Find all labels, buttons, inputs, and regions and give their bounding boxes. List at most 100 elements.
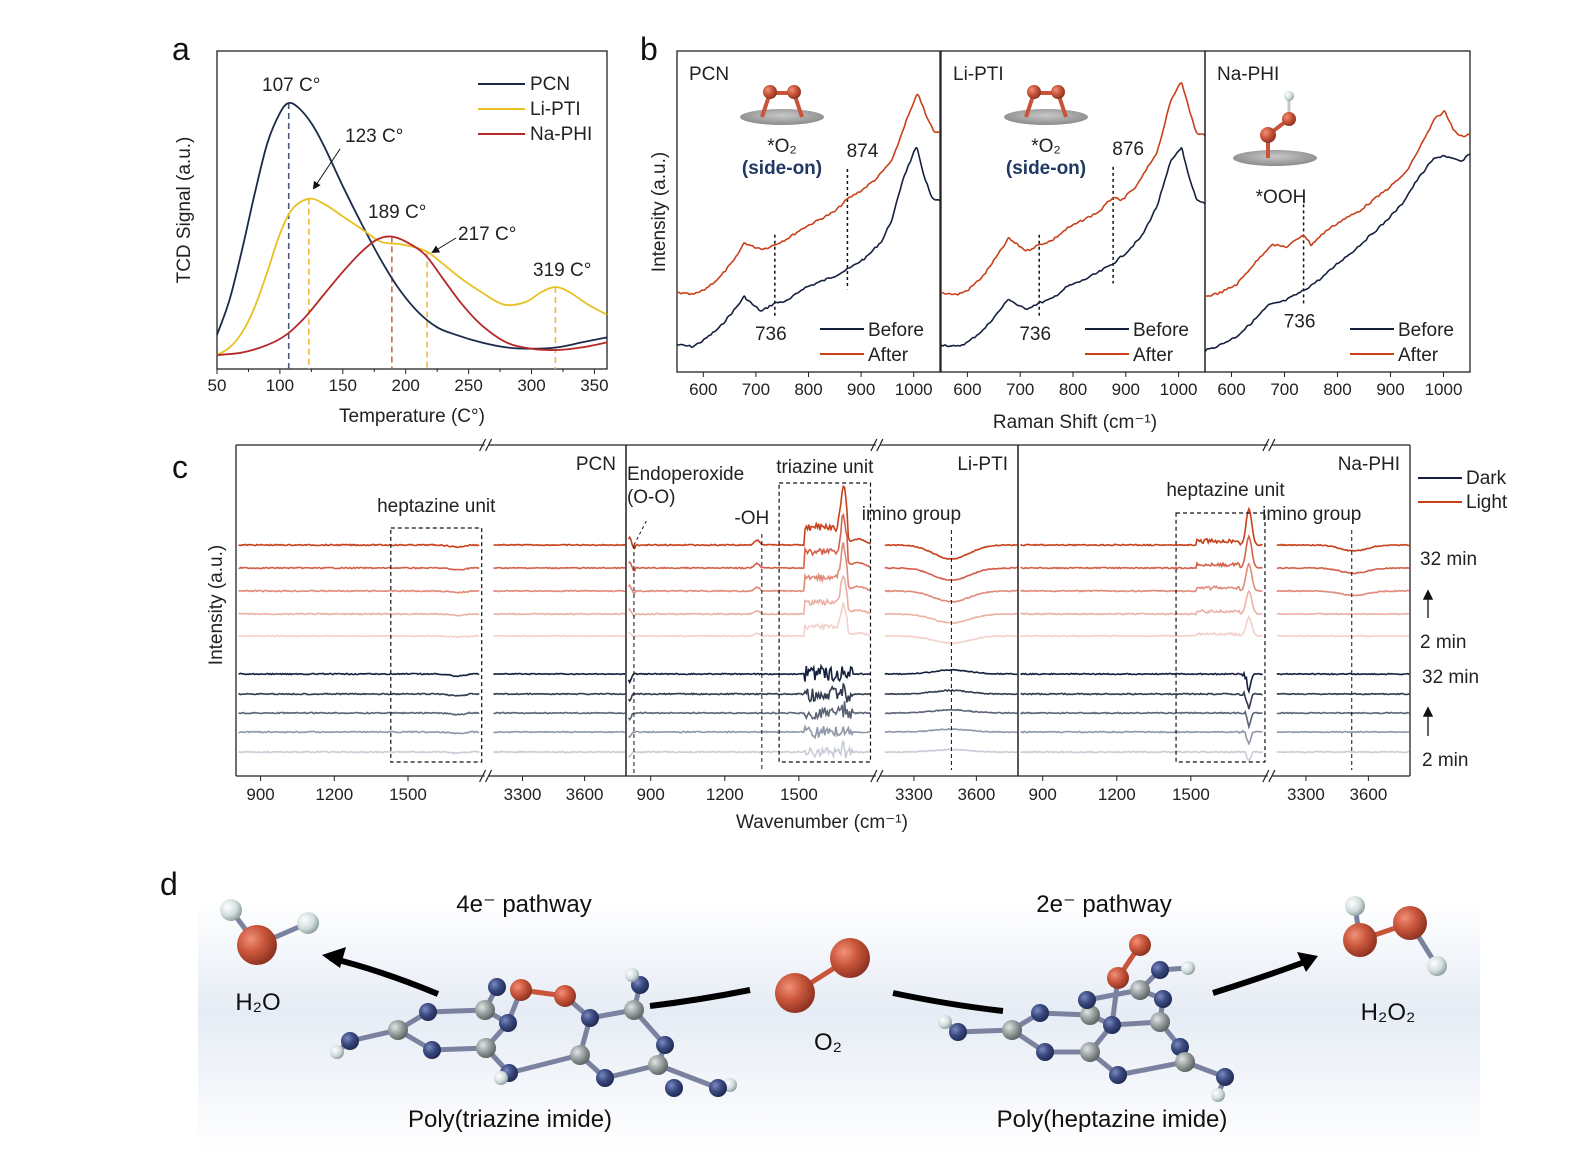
peak-label-217: 217 C° [458, 224, 516, 245]
x-tick-label-900: 900 [847, 380, 875, 399]
x-tick-label-900: 900 [1112, 380, 1140, 399]
x-ticks-a: 50 100 150 200 250 300 350 [208, 369, 609, 395]
adsorbate-note: (side-on) [1006, 158, 1086, 179]
endoperoxide-sublabel: (O-O) [627, 487, 676, 508]
series-a [216, 101, 608, 356]
oxygen-atom [1393, 906, 1427, 940]
panel-letter-b: b [640, 31, 658, 67]
light-trace-0 [627, 484, 872, 550]
pathway-label-4e: 4e⁻ pathway [456, 891, 591, 918]
x-tick-label-700: 700 [742, 380, 770, 399]
arrow-to-h2o2 [1212, 957, 1312, 996]
panel-letter-d: d [160, 866, 178, 902]
adsorbate-label: *O₂ [767, 136, 797, 157]
dark-trace-2 [1276, 711, 1410, 715]
oxygen-atom [1282, 112, 1296, 126]
dark-trace-2 [627, 701, 871, 722]
light-trace-1 [238, 566, 480, 571]
bond [508, 1052, 581, 1076]
axis-break-mark [1262, 438, 1270, 452]
light-trace-3 [238, 612, 480, 617]
axis-break-mark [1268, 438, 1276, 452]
x-tick-label-900: 900 [1029, 785, 1057, 804]
light-trace-0 [1276, 543, 1410, 552]
dark-trace-4 [1020, 750, 1264, 763]
nitrogen-atom [949, 1023, 967, 1041]
axis-break-mark [870, 438, 878, 452]
oxygen-atom [763, 85, 777, 99]
ir-subpanel-li-pti: 900 1200 1500 3300 3600 Li-PTI Endoperoxide(O-… [625, 438, 1019, 804]
plot-frame-a [216, 50, 608, 370]
x-axis-title-a: Temperature (C°) [339, 406, 485, 427]
region-box [390, 527, 483, 763]
x-tick-label-900: 900 [637, 785, 665, 804]
endoperoxide-label: Endoperoxide [627, 464, 744, 485]
dark-trace-2 [493, 711, 626, 715]
peak-label-107: 107 C° [262, 75, 320, 96]
nitrogen-atom [656, 1036, 674, 1054]
adsorbate-label: *OOH [1256, 187, 1307, 208]
nitrogen-atom [488, 978, 506, 996]
oxygen-atom [554, 985, 576, 1007]
peak-label-123: 123 C° [345, 126, 403, 147]
adsorbate-model-icon [1004, 85, 1088, 125]
peak-label-736: 736 [1284, 312, 1316, 333]
peak-label--OH: -OH [734, 508, 769, 529]
carbon-atom [570, 1045, 590, 1065]
oxygen-atom [1107, 967, 1129, 989]
dark-trace-2 [1020, 709, 1263, 730]
hydrogen-atom [220, 899, 242, 921]
product-label-h2o2: H₂O₂ [1361, 999, 1416, 1026]
poly-triazine-imide-model [330, 968, 737, 1097]
subpanel-title: Li-PTI [953, 64, 1004, 85]
axis-break-mark [876, 769, 884, 783]
light-trace-1 [1020, 533, 1263, 570]
x-tick-label-3300: 3300 [895, 785, 933, 804]
dark-trace-1 [627, 683, 871, 703]
raman-subpanel-li-pti: 736 876 600 700 800 900 1000 Li-PTI Before After *… [940, 50, 1206, 399]
surface-disk [1004, 109, 1088, 125]
dark-trace-4 [238, 750, 480, 755]
subpanel-title: PCN [689, 64, 729, 85]
x-tick-label-3300: 3300 [1287, 785, 1325, 804]
carbon-atom [388, 1020, 408, 1040]
x-tick-label-600: 600 [689, 380, 717, 399]
axis-break-mark [485, 438, 493, 452]
x-tick-label-250: 250 [454, 376, 482, 395]
oxygen-atom [1343, 923, 1377, 957]
raman-subpanel-pcn: 736 874 600 700 800 900 1000 PCN Before After *O₂(… [676, 50, 941, 399]
surface-disk [740, 109, 824, 125]
arrow-123 [312, 148, 341, 190]
adsorbate-model-icon [1233, 91, 1317, 166]
light-trace-4 [1020, 614, 1264, 638]
oxygen-atom [1129, 934, 1151, 956]
time-label-light-32: 32 min [1420, 549, 1477, 570]
axis-break-mark [876, 438, 884, 452]
nitrogen-atom [1151, 961, 1169, 979]
x-tick-label-1200: 1200 [706, 785, 744, 804]
ir-subpanel-pcn: 900 1200 1500 3300 3600 PCN heptazine unit [235, 438, 627, 804]
light-trace-2 [238, 589, 480, 594]
o2-molecule [775, 938, 870, 1013]
dark-trace-4 [627, 740, 871, 760]
surface-disk [1233, 150, 1317, 166]
nitrogen-atom [665, 1079, 683, 1097]
legend-label-pcn: PCN [530, 74, 570, 95]
dark-trace-0 [1020, 670, 1263, 695]
peak-label-874: 874 [847, 141, 879, 162]
peak-label-319: 319 C° [533, 260, 591, 281]
legend-label-after: After [868, 345, 909, 366]
light-trace-0 [1020, 506, 1263, 547]
axis-break-mark [485, 769, 493, 783]
x-tick-label-50: 50 [208, 376, 227, 395]
dark-trace-2 [884, 708, 1018, 715]
legend-label-after: After [1133, 345, 1174, 366]
arrow-o2-to-pti [649, 987, 751, 1009]
x-tick-label-100: 100 [266, 376, 294, 395]
carbon-atom [1130, 980, 1150, 1000]
light-trace-2 [1276, 589, 1410, 597]
nitrogen-atom [423, 1041, 441, 1059]
hydrogen-atom [1284, 91, 1294, 101]
y-axis-title-b: Intensity (a.u.) [649, 152, 670, 272]
dark-trace-4 [493, 750, 626, 754]
